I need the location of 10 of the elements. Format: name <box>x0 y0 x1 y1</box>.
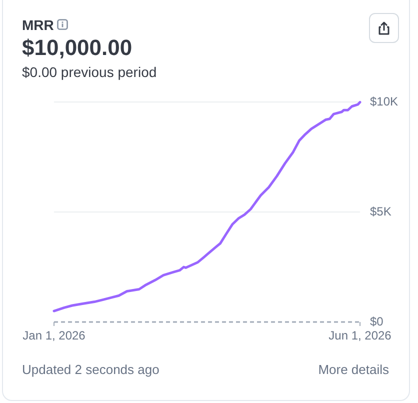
chart-title: MRR <box>22 17 54 33</box>
text: $0.00 previous period <box>22 64 157 80</box>
y-tick-label: $10K <box>370 94 398 109</box>
text: More details <box>318 362 389 378</box>
text: Updated 2 seconds ago <box>22 362 160 378</box>
y-tick-label: $5K <box>370 204 392 218</box>
x-tick-label: Jun 1, 2026 <box>328 328 392 343</box>
chart-subtitle: $10,000.00 <box>22 35 132 61</box>
y-tick-label: $0 <box>370 314 384 328</box>
x-tick-label: Jan 1, 2026 <box>22 328 86 343</box>
